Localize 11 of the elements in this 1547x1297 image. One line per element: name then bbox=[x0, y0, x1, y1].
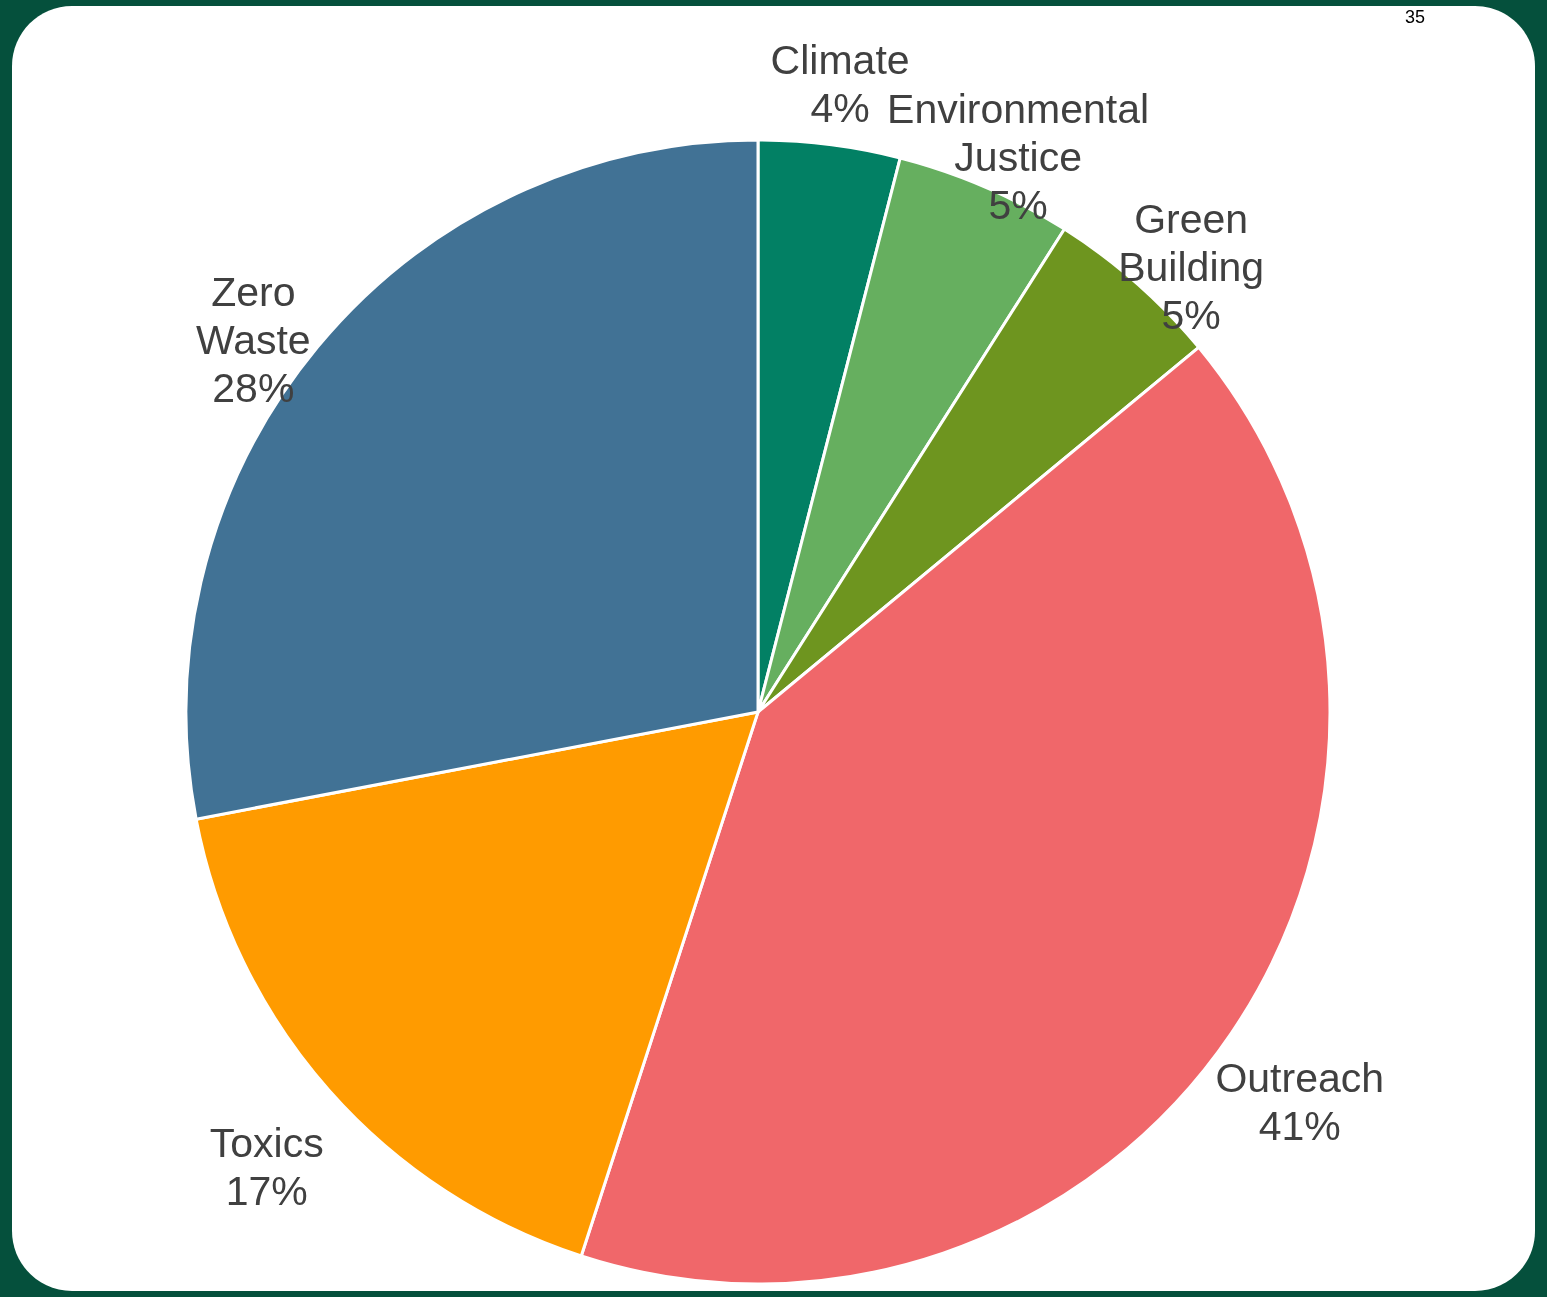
data-label: 4% bbox=[810, 85, 870, 132]
slice-label: Climate bbox=[770, 37, 910, 84]
text: 35 bbox=[1404, 7, 1426, 27]
data-label: 17% bbox=[225, 1168, 308, 1215]
data-label: 41% bbox=[1258, 1103, 1341, 1150]
data-label: 5% bbox=[1161, 291, 1221, 338]
slice-label: Outreach bbox=[1215, 1055, 1385, 1102]
slice-label: Zero Waste bbox=[195, 269, 311, 364]
slice-label: Toxics bbox=[209, 1120, 324, 1167]
slice-label: Green Building bbox=[1118, 195, 1265, 290]
slice-label: Environmental Justice bbox=[887, 85, 1150, 180]
